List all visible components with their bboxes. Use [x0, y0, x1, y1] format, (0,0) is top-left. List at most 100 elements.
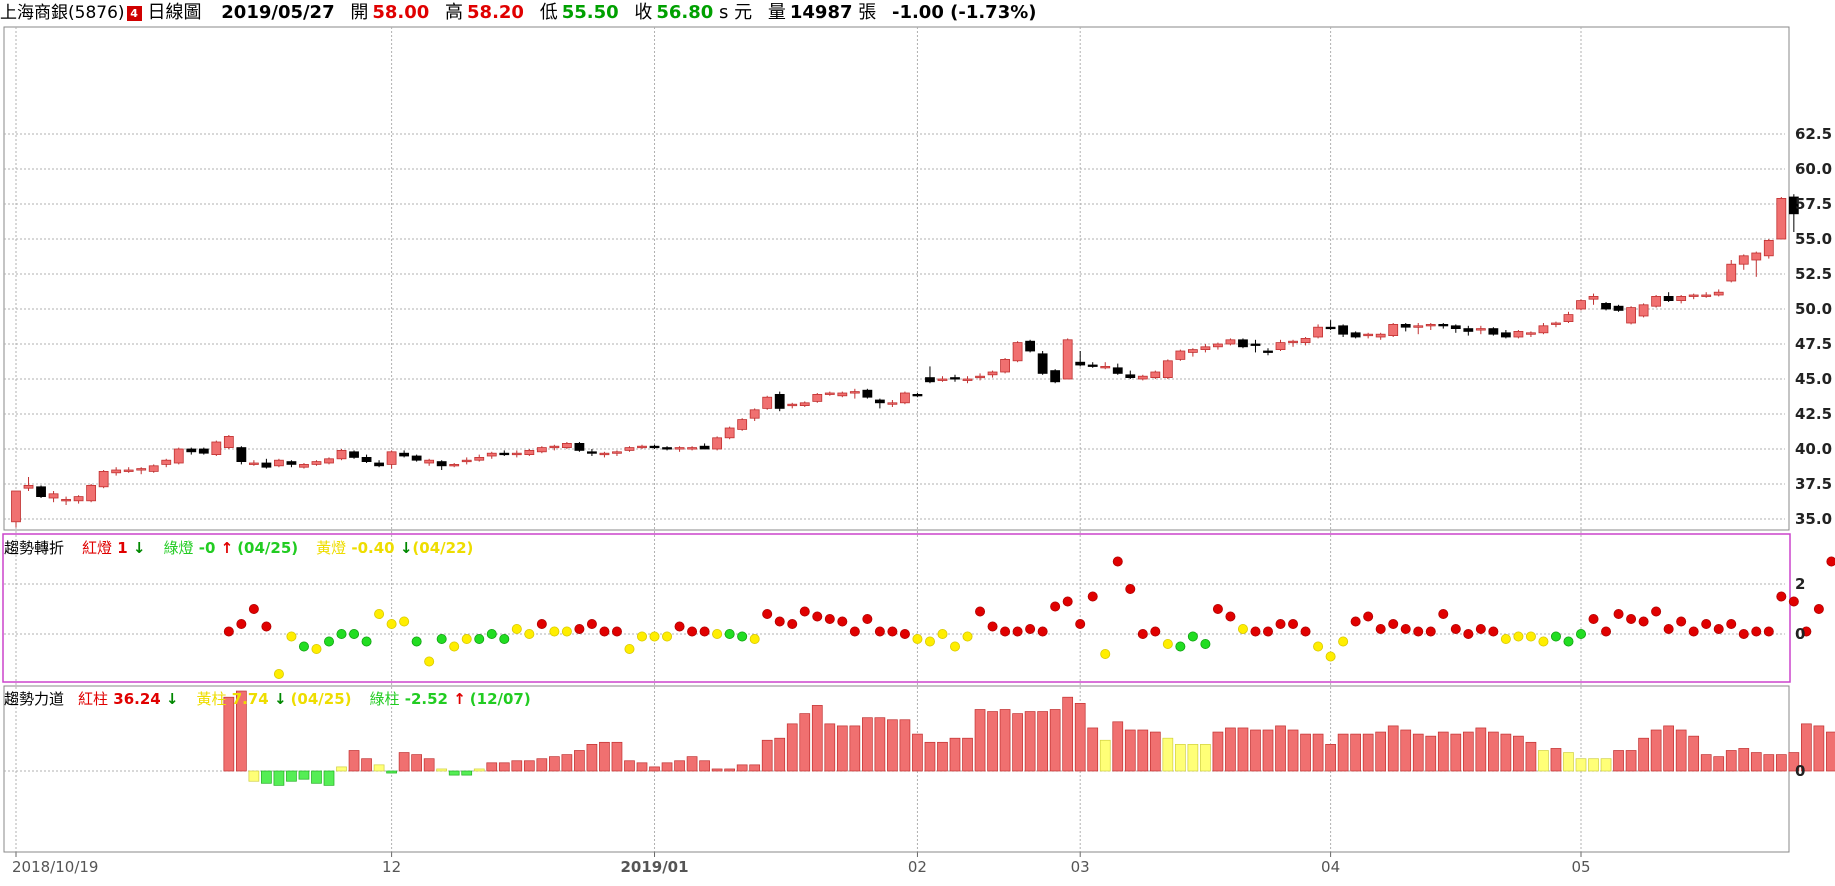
trend-bar: [1200, 743, 1211, 772]
x-tick-label: 12: [382, 858, 401, 876]
trend-dot: [1150, 626, 1161, 637]
trend-dot: [1100, 649, 1111, 660]
candle-body: [549, 445, 560, 449]
trend-bar: [962, 737, 973, 772]
candle-body: [1275, 342, 1286, 351]
trend-bar: [523, 760, 535, 772]
yellow-bar-label: 黃柱: [197, 690, 227, 708]
trend-dot: [1125, 584, 1136, 595]
trend-bar: [1149, 731, 1161, 772]
trend-dot: [1050, 601, 1061, 612]
candle-body: [762, 396, 773, 409]
candle-body: [1150, 371, 1161, 378]
trend-dot: [1313, 641, 1324, 652]
trend-bar: [1325, 743, 1336, 772]
stock-chart: 62.5 60.0 57.5 55.0 52.5 50.0 47.5 45.0 42.5 40.0…: [2, 26, 1835, 876]
candle-body: [612, 451, 622, 454]
candle-body: [36, 486, 46, 497]
candle-body: [123, 469, 134, 472]
trend-bar: [1613, 750, 1624, 772]
trend-bar: [1137, 729, 1149, 772]
trend-dot: [1588, 614, 1599, 625]
candle-body: [111, 469, 122, 474]
trend-bar: [473, 768, 485, 772]
trend-dot: [461, 634, 472, 645]
trend-dot: [1500, 634, 1511, 645]
trend-dot: [1676, 616, 1687, 627]
red-bar-label: 紅柱: [78, 690, 108, 708]
trend-dot: [1250, 626, 1261, 637]
candle-body: [837, 392, 848, 397]
candle-body: [1263, 350, 1273, 353]
candle-body: [1187, 349, 1198, 353]
candle-body: [587, 451, 597, 454]
candle-body: [1325, 326, 1336, 330]
trend-dot: [1438, 609, 1449, 620]
high-label: 高: [445, 2, 464, 23]
open-label: 開: [350, 2, 369, 23]
trend-bar: [1387, 725, 1399, 772]
trend-dot: [1000, 626, 1011, 637]
candle-body: [912, 393, 923, 397]
trend-bar: [536, 758, 548, 772]
trend-dot: [624, 644, 635, 655]
trend-dot: [1162, 639, 1173, 650]
trend-dot: [1801, 626, 1812, 637]
candle-body: [1050, 370, 1061, 383]
candle-body: [1576, 300, 1586, 310]
trend-bar: [586, 743, 598, 772]
trend-dot: [1563, 636, 1574, 647]
candle-body: [261, 462, 272, 468]
trend-bar: [774, 737, 786, 772]
trend-bar: [1663, 725, 1674, 772]
candle-body: [1651, 295, 1662, 307]
trend-bar: [1826, 731, 1835, 772]
candle-body: [1000, 358, 1010, 373]
candle-body: [774, 393, 785, 409]
trend-dot: [311, 644, 322, 655]
trend-bar: [1099, 739, 1111, 772]
candle-body: [662, 447, 672, 450]
trend-bar: [1412, 733, 1424, 772]
trend-dot: [1751, 626, 1762, 637]
trend-bar: [862, 717, 873, 772]
trend-dot: [349, 629, 360, 640]
candle-body: [461, 459, 472, 463]
candle-body: [1238, 339, 1248, 348]
trend-dot: [374, 609, 385, 620]
candle-body: [1350, 332, 1361, 338]
candle-body: [1375, 333, 1386, 338]
y-tick-label: 60.0: [1795, 160, 1832, 178]
trend-dot: [1488, 626, 1499, 637]
trend-bar: [611, 741, 623, 772]
candle-body: [737, 419, 748, 430]
trend-dot: [1763, 626, 1774, 637]
candle-body: [712, 437, 723, 450]
candle-body: [849, 391, 860, 394]
trend-dot: [962, 631, 973, 642]
y-tick-label: 50.0: [1795, 300, 1832, 318]
trend-bar: [436, 768, 448, 772]
trend-dot: [1212, 604, 1223, 615]
trend-dot: [862, 614, 873, 625]
trend-bar: [498, 762, 510, 772]
trend-bar: [949, 737, 961, 772]
trend-bar: [1575, 758, 1587, 772]
trend-turn-title: 趨勢轉折: [4, 539, 64, 557]
y-tick-label: 35.0: [1795, 510, 1832, 528]
trend-dot: [1613, 609, 1624, 620]
count-badge[interactable]: 4: [126, 5, 142, 21]
candle-body: [1250, 343, 1261, 346]
trend-dot: [1025, 624, 1036, 635]
trend-dot: [1576, 629, 1587, 640]
trend-bar: [1437, 731, 1449, 772]
candle-body: [186, 448, 197, 453]
candle-body: [474, 456, 485, 461]
trend-bar: [1525, 741, 1537, 772]
trend-dot: [674, 621, 685, 632]
candle-body: [1751, 252, 1762, 261]
candle-body: [624, 447, 635, 451]
trend-bar: [1488, 731, 1499, 772]
yellow-light-date: (04/22): [412, 539, 473, 557]
trend-bar: [248, 770, 260, 782]
